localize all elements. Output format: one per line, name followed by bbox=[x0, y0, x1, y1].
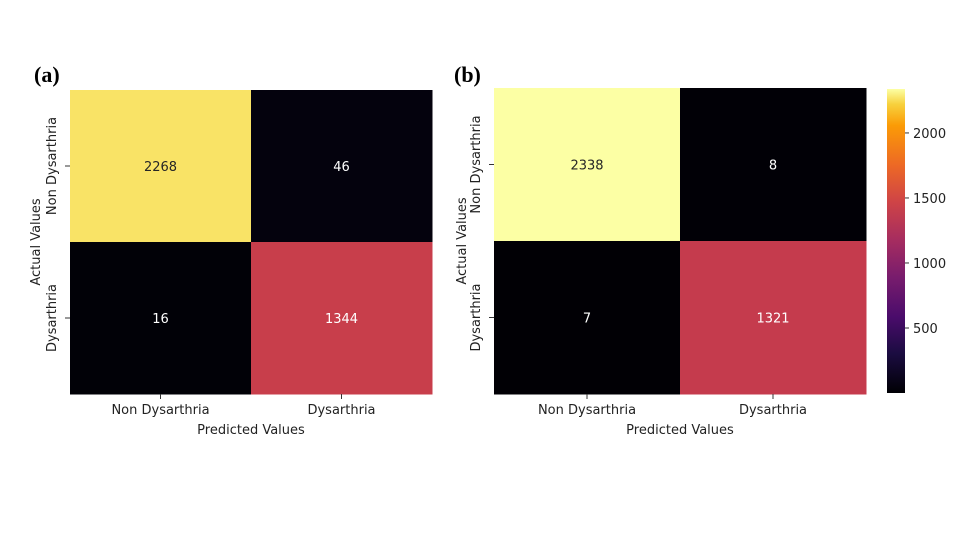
heatmap-cell bbox=[680, 241, 867, 395]
heatmap-cell bbox=[680, 88, 867, 242]
y-tick-label: Dysarthria bbox=[469, 283, 484, 351]
y-tick-label: Non Dysarthria bbox=[45, 117, 60, 215]
colorbar-tick-label: 1500 bbox=[913, 192, 946, 207]
y-axis-title: Actual Values bbox=[455, 197, 470, 285]
y-axis-title: Actual Values bbox=[29, 198, 44, 286]
x-tick-label: Non Dysarthria bbox=[111, 403, 209, 418]
panel-label: (b) bbox=[454, 62, 481, 87]
colorbar: 500 1000 1500 2000 bbox=[887, 89, 946, 393]
cell-value-label: 46 bbox=[333, 160, 350, 175]
cell-value-label: 1344 bbox=[325, 312, 358, 327]
colorbar-tick-label: 2000 bbox=[913, 127, 946, 142]
panel-label: (a) bbox=[34, 62, 60, 87]
y-tick-label: Dysarthria bbox=[45, 284, 60, 352]
x-tick-label: Non Dysarthria bbox=[538, 403, 636, 418]
cell-value-label: 2268 bbox=[144, 160, 177, 175]
heatmap-cell bbox=[494, 88, 681, 242]
cell-value-label: 8 bbox=[769, 159, 777, 174]
heatmap-cell bbox=[70, 242, 252, 395]
y-tick-label: Non Dysarthria bbox=[469, 115, 484, 213]
heatmap-cell bbox=[494, 241, 681, 395]
x-tick-label: Dysarthria bbox=[307, 403, 375, 418]
heatmap-cell bbox=[251, 242, 433, 395]
cell-value-label: 1321 bbox=[756, 312, 789, 327]
x-axis-title: Predicted Values bbox=[626, 423, 734, 438]
colorbar-tick-label: 500 bbox=[913, 322, 938, 337]
heatmap-cell bbox=[70, 90, 252, 243]
cell-value-label: 7 bbox=[583, 312, 591, 327]
x-axis-title: Predicted Values bbox=[197, 423, 305, 438]
heatmap-cell bbox=[251, 90, 433, 243]
colorbar-tick-label: 1000 bbox=[913, 257, 946, 272]
colorbar-gradient bbox=[887, 89, 905, 393]
x-tick-label: Dysarthria bbox=[739, 403, 807, 418]
heatmap-panel-1: (a) 2268 46 16 1344 Non Dysarthria Dysarthria N… bbox=[29, 62, 433, 438]
cell-value-label: 16 bbox=[152, 312, 169, 327]
cell-value-label: 2338 bbox=[570, 159, 603, 174]
heatmap-panel-2: (b) 2338 8 7 1321 Non Dysarthria Dysarthria Non… bbox=[454, 62, 946, 438]
